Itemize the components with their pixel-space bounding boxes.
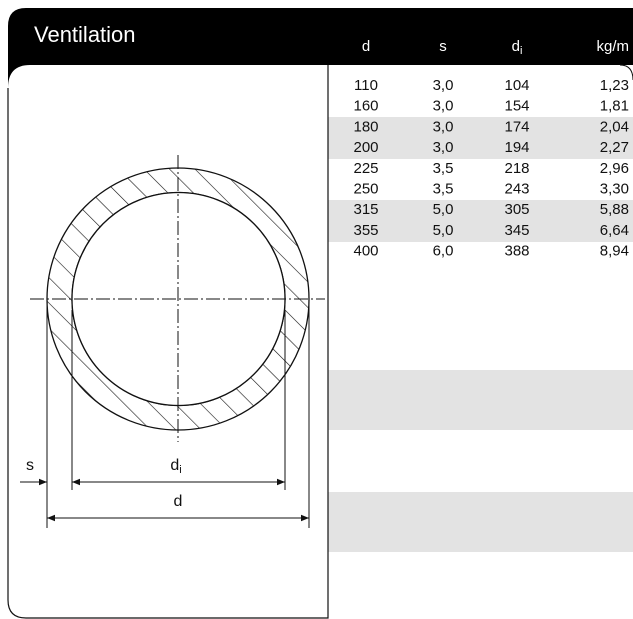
table-cell: 3,0 (433, 98, 454, 115)
table-cell: 243 (504, 180, 529, 197)
row-shading (328, 117, 633, 552)
table-cell: 250 (353, 180, 378, 197)
s-label: s (26, 457, 34, 474)
table-cell: 2,96 (600, 160, 629, 177)
table-cell: 388 (504, 243, 529, 260)
header-band (8, 8, 633, 88)
column-header: d (362, 38, 370, 55)
panel-border (7, 65, 329, 619)
di-sub: i (179, 464, 181, 476)
table-cell: 3,5 (433, 160, 454, 177)
table-cell: 6,0 (433, 243, 454, 260)
d-label: d (174, 493, 183, 510)
table-cell: 3,30 (600, 180, 629, 197)
column-header-base: d (512, 38, 520, 55)
di-base: d (170, 457, 179, 474)
table-cell: 355 (353, 222, 378, 239)
column-header: kg/m (596, 38, 629, 55)
column-header: di (512, 38, 523, 57)
table-cell: 225 (353, 160, 378, 177)
di-label: di (170, 457, 181, 476)
table-cell: 5,0 (433, 201, 454, 218)
table-cell: 194 (504, 139, 529, 156)
table-cell: 174 (504, 118, 529, 135)
table-cell: 6,64 (600, 222, 629, 239)
column-header-sub: i (520, 45, 522, 57)
table-cell: 3,5 (433, 180, 454, 197)
table-cell: 345 (504, 222, 529, 239)
table-cell: 110 (354, 77, 378, 94)
table-cell: 305 (504, 201, 529, 218)
table-cell: 1,23 (600, 77, 629, 94)
table-cell: 200 (353, 139, 378, 156)
table-cell: 2,27 (600, 139, 629, 156)
table-cell: 5,0 (433, 222, 454, 239)
extension-lines (46, 300, 310, 528)
table-cell: 180 (353, 118, 378, 135)
table-cell: 8,94 (600, 243, 629, 260)
table-cell: 2,04 (600, 118, 629, 135)
table-cell: 400 (353, 243, 378, 260)
table-cell: 3,0 (433, 118, 454, 135)
table-cell: 3,0 (433, 139, 454, 156)
table-cell: 5,88 (600, 201, 629, 218)
table-cell: 1,81 (600, 98, 629, 115)
table-cell: 3,0 (433, 77, 454, 94)
header-title: Ventilation (34, 22, 136, 47)
table-cell: 104 (504, 77, 529, 94)
table-cell: 315 (353, 201, 378, 218)
table-cell: 154 (504, 98, 529, 115)
table-cell: 160 (353, 98, 378, 115)
column-header: s (439, 38, 447, 55)
table-cell: 218 (504, 160, 529, 177)
